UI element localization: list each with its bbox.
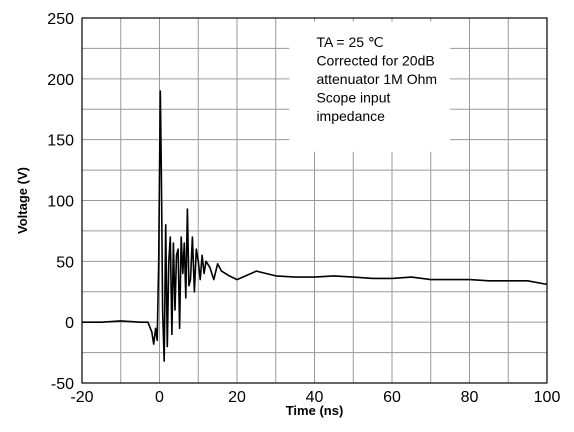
x-tick-label: 60 <box>383 389 401 406</box>
annotation-line: TA = 25 ℃ <box>316 34 383 50</box>
annotation-line: impedance <box>316 108 385 124</box>
series-line <box>82 90 548 362</box>
y-axis-title: Voltage (V) <box>15 167 30 234</box>
plot-frame <box>81 17 548 384</box>
annotation-line: Scope input <box>316 90 390 106</box>
x-tick-label: 100 <box>534 389 561 406</box>
x-tick-label: 80 <box>461 389 479 406</box>
y-tick-label: 100 <box>47 194 74 211</box>
y-tick-label: 200 <box>47 72 74 89</box>
x-tick-label: 0 <box>155 389 164 406</box>
x-tick-label: -20 <box>70 389 93 406</box>
annotation-background <box>289 21 451 152</box>
x-axis-title: Time (ns) <box>286 403 344 418</box>
y-tick-labels: -50 0 50 100 150 200 250 <box>47 11 74 393</box>
y-tick-label: 0 <box>65 315 74 332</box>
y-tick-label: 150 <box>47 133 74 150</box>
x-tick-labels: -20 0 20 40 60 80 100 <box>70 389 560 406</box>
y-tick-label: 250 <box>47 11 74 28</box>
annotation-line: Corrected for 20dB <box>316 53 434 69</box>
annotation-box: TA = 25 ℃ Corrected for 20dB attenuator 1M… <box>289 21 451 152</box>
annotation-line: attenuator 1M Ohm <box>316 71 437 87</box>
x-tick-label: 20 <box>228 389 246 406</box>
x-tick-label: 40 <box>306 389 324 406</box>
y-tick-label: -50 <box>51 376 74 393</box>
series-layer <box>82 90 548 362</box>
y-tick-label: 50 <box>56 254 74 271</box>
